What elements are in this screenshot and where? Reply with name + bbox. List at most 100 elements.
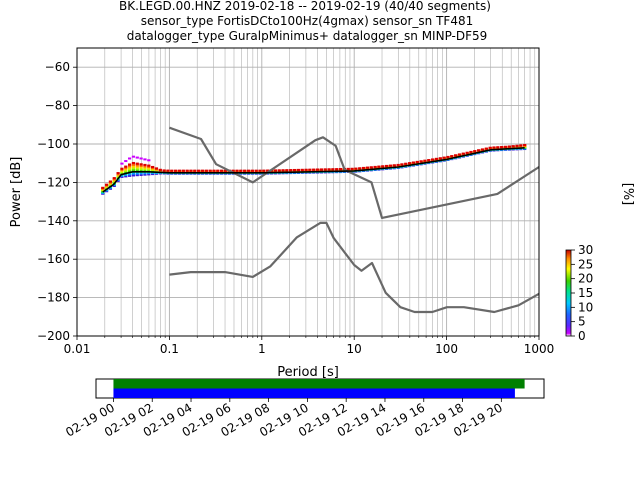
density-cell bbox=[465, 151, 469, 154]
density-cell bbox=[281, 169, 285, 172]
density-cell bbox=[507, 145, 511, 148]
density-cell bbox=[139, 173, 143, 176]
density-cell bbox=[143, 168, 147, 171]
colorbar-tick-label: 5 bbox=[578, 315, 586, 329]
density-cell bbox=[170, 169, 174, 172]
density-cell bbox=[388, 164, 393, 167]
density-cell bbox=[124, 166, 128, 170]
density-cell bbox=[500, 145, 504, 149]
density-cell bbox=[158, 168, 162, 171]
density-cell bbox=[124, 160, 128, 163]
density-cell bbox=[139, 169, 143, 172]
density-cell bbox=[262, 169, 266, 172]
density-cell bbox=[204, 169, 208, 172]
density-cell bbox=[128, 168, 132, 171]
density-cell bbox=[143, 172, 147, 175]
density-cell bbox=[177, 169, 182, 172]
density-cell bbox=[304, 168, 308, 171]
density-cell bbox=[124, 175, 128, 178]
density-cell bbox=[250, 169, 254, 172]
x-tick-label: 0.1 bbox=[160, 342, 179, 356]
density-cell bbox=[135, 164, 139, 167]
density-cell bbox=[496, 146, 500, 149]
psd-axes: 0.01 0.1 1 10 100 1000 −200 −180 −160 −140 −120 −1… bbox=[9, 47, 554, 380]
density-cell bbox=[128, 166, 132, 169]
density-cell bbox=[346, 167, 350, 171]
density-cell bbox=[254, 169, 258, 172]
density-cell bbox=[511, 145, 515, 148]
density-cell bbox=[434, 157, 439, 161]
density-cell bbox=[143, 173, 147, 176]
noise-model-low-line bbox=[169, 221, 540, 314]
x-tick-label: 0.01 bbox=[64, 342, 91, 356]
density-cell bbox=[101, 186, 105, 189]
plot-area bbox=[77, 48, 539, 336]
density-cell bbox=[131, 161, 136, 165]
density-cell bbox=[258, 169, 262, 172]
density-cell bbox=[523, 143, 527, 147]
density-cell bbox=[477, 149, 481, 152]
density-cell bbox=[116, 172, 120, 175]
colorbar-tick-label: 0 bbox=[578, 329, 586, 343]
density-cell bbox=[385, 164, 389, 168]
y-tick-label: −100 bbox=[37, 137, 70, 151]
density-cell bbox=[354, 167, 358, 170]
density-cell bbox=[131, 174, 136, 177]
density-cell bbox=[120, 167, 124, 170]
density-cell bbox=[135, 173, 139, 177]
density-cell bbox=[128, 173, 132, 176]
mean-psd-line bbox=[102, 147, 525, 193]
density-cell bbox=[319, 168, 323, 171]
density-cell bbox=[365, 166, 370, 169]
density-cell bbox=[128, 169, 132, 173]
density-cell bbox=[361, 166, 366, 170]
density-cell bbox=[454, 154, 458, 157]
density-cell bbox=[235, 169, 239, 172]
colorbar-label: [%] bbox=[620, 183, 635, 206]
density-cell bbox=[131, 163, 136, 166]
density-cell bbox=[323, 168, 327, 171]
density-cell bbox=[143, 166, 147, 169]
plot-frame bbox=[76, 47, 540, 337]
colorbar-tick-label: 10 bbox=[578, 300, 593, 314]
density-cell bbox=[185, 169, 189, 172]
density-cell bbox=[139, 166, 143, 169]
density-cell bbox=[216, 169, 220, 172]
density-cell bbox=[128, 165, 132, 168]
timeline-bars bbox=[113, 379, 525, 398]
density-cell bbox=[143, 158, 147, 161]
density-cell bbox=[120, 171, 124, 174]
density-cell bbox=[277, 169, 281, 172]
density-cell bbox=[128, 157, 132, 160]
density-cell bbox=[139, 163, 143, 166]
density-cell bbox=[208, 169, 212, 172]
colorbar-tick-label: 30 bbox=[578, 243, 593, 257]
density-cell bbox=[350, 167, 354, 170]
chart-title: BK.LEGD.00.HNZ 2019-02-18 -- 2019-02-19 … bbox=[119, 0, 491, 43]
density-cell bbox=[147, 165, 151, 168]
density-cell bbox=[515, 144, 519, 147]
density-cell bbox=[135, 169, 139, 172]
density-cell bbox=[147, 164, 151, 167]
density-cell bbox=[431, 158, 435, 161]
density-cell bbox=[285, 169, 289, 172]
density-cell bbox=[154, 167, 159, 170]
density-cell bbox=[373, 165, 377, 169]
density-cell bbox=[108, 180, 113, 183]
x-ticks: 0.01 0.1 1 10 100 1000 bbox=[64, 336, 554, 356]
density-cell bbox=[151, 165, 155, 169]
density-cell bbox=[457, 153, 462, 156]
density-cell bbox=[246, 169, 251, 172]
density-cell bbox=[139, 157, 143, 160]
density-cell bbox=[488, 146, 492, 149]
title-line-1: BK.LEGD.00.HNZ 2019-02-18 -- 2019-02-19 … bbox=[119, 0, 491, 13]
density-cell bbox=[484, 147, 488, 150]
density-cell bbox=[120, 175, 124, 178]
density-cell bbox=[223, 169, 228, 172]
density-cell bbox=[139, 172, 143, 175]
density-cell bbox=[131, 172, 136, 175]
density-cell bbox=[377, 165, 381, 168]
